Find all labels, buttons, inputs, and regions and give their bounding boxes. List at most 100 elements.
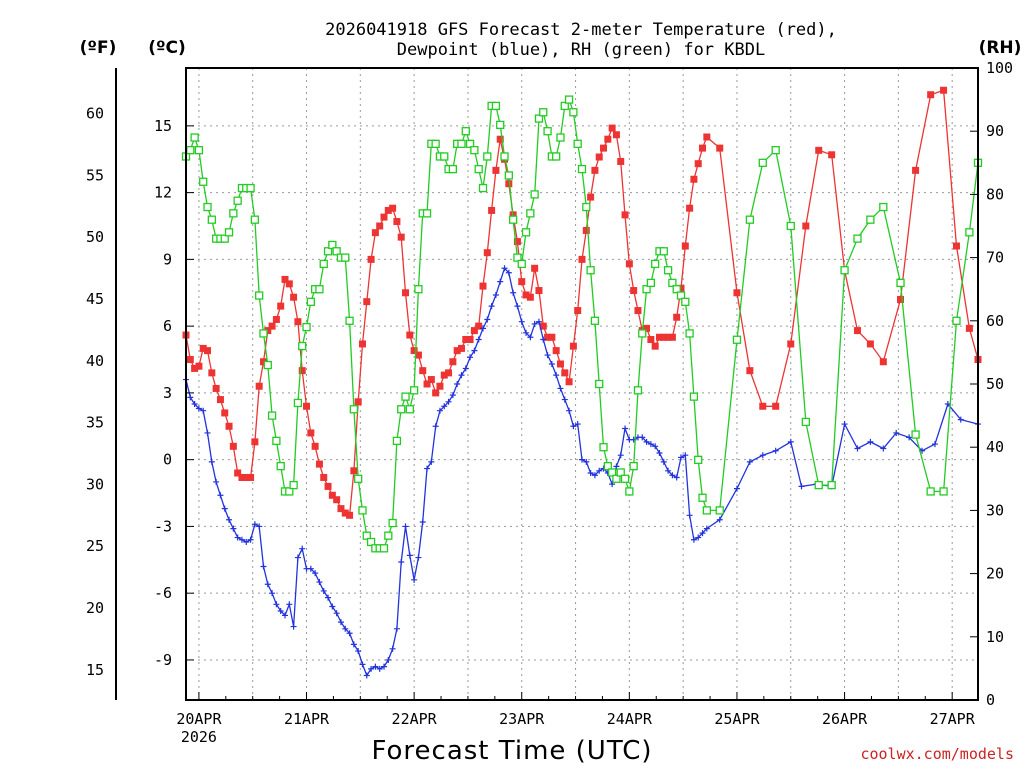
- temperature-point: [802, 222, 810, 230]
- dewpoint-point: [523, 329, 530, 336]
- dewpoint-point: [656, 449, 663, 456]
- temperature-point: [787, 340, 795, 348]
- temperature-point: [952, 242, 960, 250]
- rh-point: [668, 278, 677, 288]
- temperature-point: [617, 157, 625, 165]
- rh-point: [586, 266, 595, 275]
- dewpoint-point: [880, 445, 887, 452]
- dewpoint-point: [540, 336, 547, 343]
- fahrenheit-tick-label: 20: [86, 599, 104, 617]
- dewpoint-point: [566, 407, 573, 414]
- fahrenheit-tick-label: 45: [86, 290, 104, 308]
- temperature-point: [453, 347, 461, 355]
- temperature-point: [191, 364, 199, 372]
- temperature-point: [612, 131, 620, 139]
- temperature-point: [221, 409, 229, 417]
- rh-point: [461, 127, 470, 136]
- temperature-point: [427, 376, 435, 384]
- dewpoint-point: [699, 530, 706, 537]
- rh-point: [530, 190, 539, 199]
- dewpoint-point: [208, 458, 215, 465]
- temperature-point: [647, 335, 655, 343]
- dewpoint-point: [256, 523, 263, 530]
- dewpoint-point: [462, 365, 469, 372]
- rh-point: [457, 139, 466, 148]
- celsius-tick-label: -9: [154, 651, 172, 669]
- rh-point: [263, 360, 272, 370]
- rh-tick-label: 60: [986, 312, 1004, 330]
- temperature-point: [574, 307, 582, 315]
- temperature-point: [897, 295, 905, 303]
- dewpoint-point: [277, 607, 284, 614]
- rh-point: [298, 341, 307, 351]
- temperature-point: [912, 166, 920, 174]
- dewpoint-point: [591, 472, 598, 479]
- temperature-point: [569, 342, 577, 350]
- rh-point: [250, 215, 260, 224]
- dewpoint-point: [570, 423, 577, 430]
- year-tick-label: 2026: [181, 728, 217, 746]
- dewpoint-point: [454, 381, 461, 387]
- date-tick-label: 25APR: [714, 710, 760, 728]
- rh-tick-label: 80: [986, 185, 1004, 203]
- rh-point: [633, 386, 643, 395]
- dewpoint-point: [415, 554, 422, 561]
- dewpoint-point: [342, 625, 349, 632]
- temperature-point: [660, 333, 668, 341]
- rh-point: [911, 430, 920, 439]
- dewpoint-point: [269, 590, 276, 597]
- rh-tick-label: 0: [986, 691, 995, 709]
- temperature-point: [522, 291, 530, 299]
- dewpoint-point: [497, 278, 504, 285]
- fahrenheit-tick-label: 15: [86, 661, 104, 679]
- temperature-point: [277, 302, 285, 310]
- dewpoint-point: [733, 485, 740, 492]
- temperature-point: [247, 473, 255, 481]
- celsius-tick-label: 3: [163, 384, 172, 402]
- temperature-point: [466, 335, 474, 343]
- rh-point: [827, 480, 836, 490]
- dewpoint-point: [574, 421, 581, 428]
- dewpoint-point: [243, 539, 250, 545]
- dewpoint-point: [325, 594, 332, 601]
- dewpoint-point: [247, 536, 254, 543]
- dewpoint-point: [393, 625, 400, 632]
- x-axis-label: Forecast Time (UTC): [371, 736, 652, 766]
- source-credit: coolwx.com/models: [860, 745, 1014, 763]
- dewpoint-point: [510, 289, 517, 296]
- temperature-point: [380, 213, 388, 221]
- rh-point: [590, 316, 600, 325]
- rh-point: [366, 537, 376, 547]
- temperature-point: [488, 206, 496, 214]
- dewpoint-point: [411, 576, 418, 583]
- dewpoint-point: [294, 554, 301, 561]
- rh-point: [285, 487, 294, 496]
- date-tick-label: 26APR: [822, 710, 868, 728]
- temperature-point: [199, 344, 207, 352]
- rh-point: [513, 253, 522, 262]
- dewpoint-point: [561, 396, 568, 403]
- dewpoint-point: [665, 467, 672, 474]
- date-tick-label: 21APR: [284, 710, 330, 728]
- rh-point: [362, 531, 371, 540]
- temperature-point: [298, 367, 306, 375]
- rh-point: [625, 487, 634, 496]
- temperature-point: [384, 206, 392, 214]
- rh-point: [534, 114, 544, 123]
- temperature-point: [358, 340, 366, 348]
- temperature-point: [759, 402, 767, 410]
- dewpoint-point: [931, 441, 938, 448]
- dewpoint-point: [213, 478, 220, 485]
- temperature-point: [677, 284, 685, 292]
- temperature-point: [311, 442, 319, 450]
- temperature-point: [699, 144, 707, 152]
- rh-point: [358, 506, 367, 515]
- rh-point: [478, 183, 488, 193]
- temperature-point: [389, 204, 397, 212]
- temperature-point: [208, 369, 216, 377]
- temperature-point: [264, 327, 272, 335]
- rh-point: [556, 133, 565, 142]
- rh-point: [607, 468, 617, 477]
- rh-point: [758, 158, 767, 167]
- dewpoint-point: [424, 465, 431, 472]
